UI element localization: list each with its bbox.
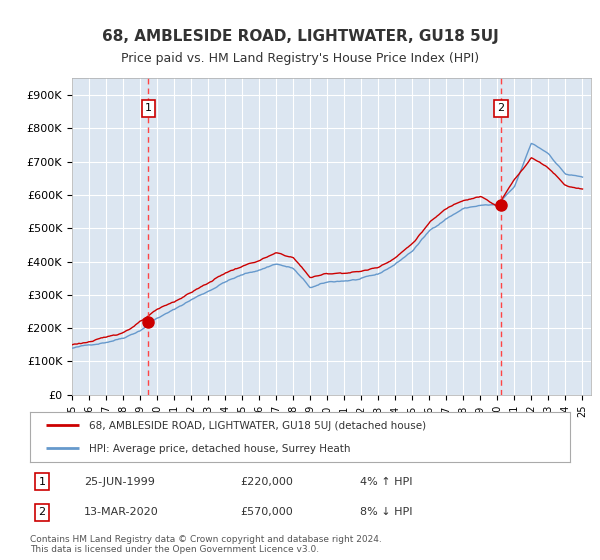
Text: 13-MAR-2020: 13-MAR-2020 xyxy=(84,507,159,517)
Text: 68, AMBLESIDE ROAD, LIGHTWATER, GU18 5UJ: 68, AMBLESIDE ROAD, LIGHTWATER, GU18 5UJ xyxy=(101,29,499,44)
Text: 1: 1 xyxy=(145,104,152,113)
Text: Contains HM Land Registry data © Crown copyright and database right 2024.
This d: Contains HM Land Registry data © Crown c… xyxy=(30,535,382,554)
Text: 25-JUN-1999: 25-JUN-1999 xyxy=(84,477,155,487)
Text: 1: 1 xyxy=(38,477,46,487)
Text: £570,000: £570,000 xyxy=(240,507,293,517)
Text: 4% ↑ HPI: 4% ↑ HPI xyxy=(360,477,413,487)
Text: Price paid vs. HM Land Registry's House Price Index (HPI): Price paid vs. HM Land Registry's House … xyxy=(121,52,479,66)
Text: £220,000: £220,000 xyxy=(240,477,293,487)
Text: 8% ↓ HPI: 8% ↓ HPI xyxy=(360,507,413,517)
Text: 2: 2 xyxy=(38,507,46,517)
Text: 68, AMBLESIDE ROAD, LIGHTWATER, GU18 5UJ (detached house): 68, AMBLESIDE ROAD, LIGHTWATER, GU18 5UJ… xyxy=(89,421,427,431)
Text: HPI: Average price, detached house, Surrey Heath: HPI: Average price, detached house, Surr… xyxy=(89,444,351,454)
Text: 2: 2 xyxy=(497,104,504,113)
